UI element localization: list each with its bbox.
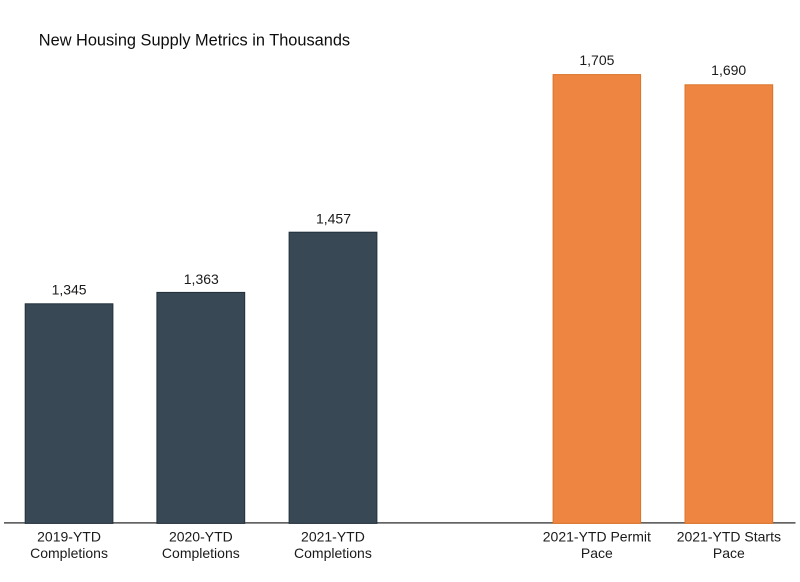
svg-text:Completions: Completions <box>162 545 240 561</box>
svg-text:New Housing Supply Metrics in: New Housing Supply Metrics in Thousands <box>39 32 350 50</box>
svg-text:2021-YTD Permit: 2021-YTD Permit <box>543 529 651 545</box>
svg-text:1,363: 1,363 <box>184 271 219 287</box>
svg-text:2021-YTD Starts: 2021-YTD Starts <box>677 529 781 545</box>
svg-text:1,457: 1,457 <box>316 210 351 226</box>
svg-text:Completions: Completions <box>294 545 372 561</box>
svg-text:1,705: 1,705 <box>579 52 614 68</box>
svg-text:1,345: 1,345 <box>52 281 87 297</box>
svg-text:1,690: 1,690 <box>711 62 746 78</box>
svg-text:2021-YTD: 2021-YTD <box>301 529 365 545</box>
svg-text:2020-YTD: 2020-YTD <box>169 529 233 545</box>
svg-text:Completions: Completions <box>30 545 108 561</box>
svg-text:Pace: Pace <box>713 545 745 561</box>
svg-text:Pace: Pace <box>581 545 613 561</box>
svg-text:2019-YTD: 2019-YTD <box>37 529 101 545</box>
